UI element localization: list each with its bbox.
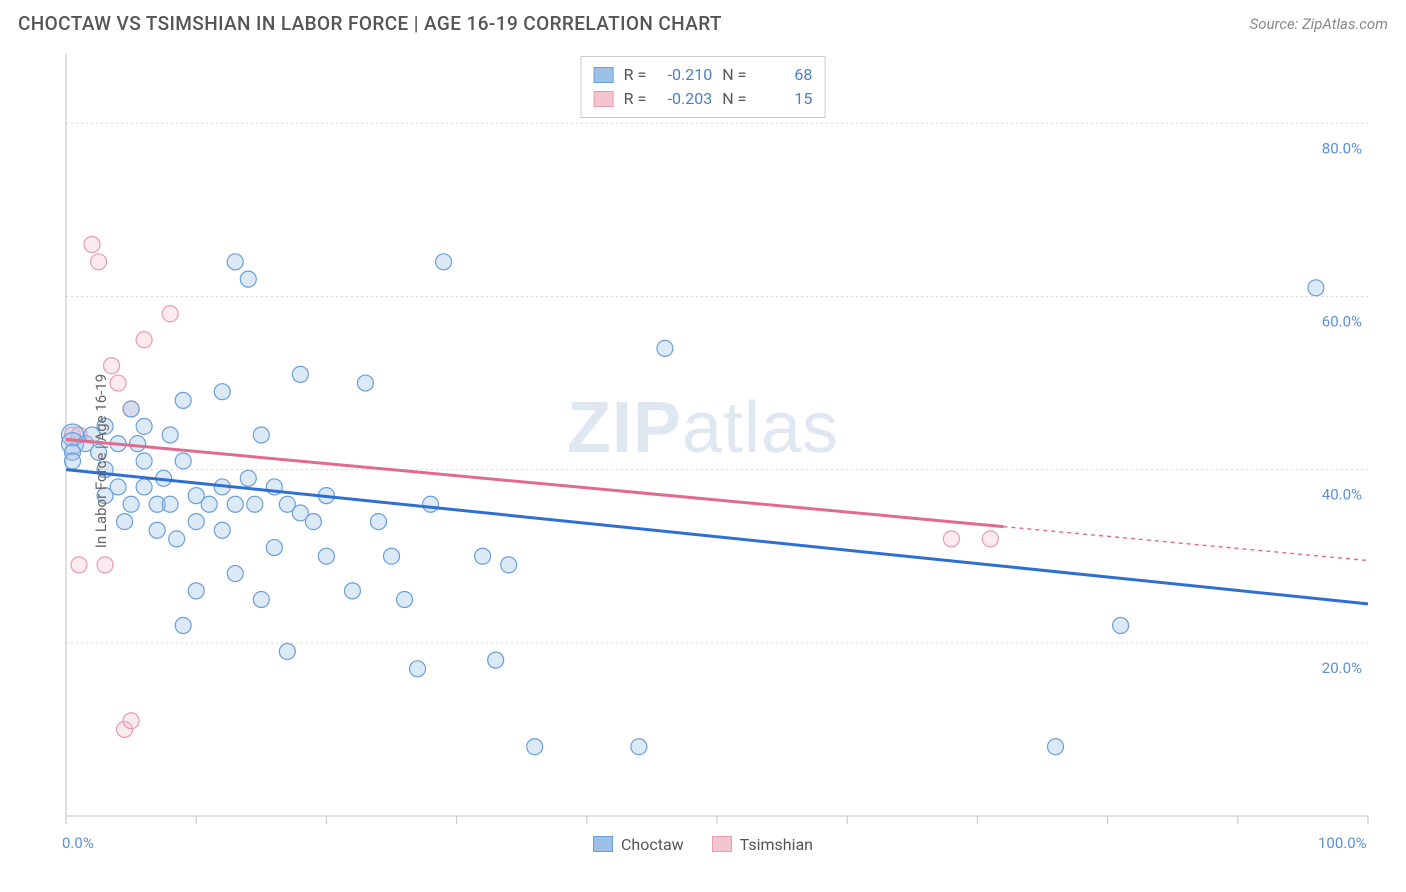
legend-label-choctaw: Choctaw bbox=[621, 835, 684, 854]
correlation-stats-box: R = -0.210 N = 68 R = -0.203 N = 15 bbox=[581, 56, 826, 118]
x-axis-start-label: 0.0% bbox=[62, 834, 94, 852]
svg-text:60.0%: 60.0% bbox=[1322, 312, 1362, 330]
chart-area: In Labor Force | Age 16-19 ZIPatlas 20.0… bbox=[18, 48, 1388, 874]
n-label: N = bbox=[722, 87, 746, 111]
chart-title: CHOCTAW VS TSIMSHIAN IN LABOR FORCE | AG… bbox=[18, 12, 722, 35]
legend-label-tsimshian: Tsimshian bbox=[740, 835, 813, 854]
chart-source: Source: ZipAtlas.com bbox=[1250, 15, 1388, 33]
stats-row-choctaw: R = -0.210 N = 68 bbox=[594, 63, 813, 87]
y-axis-label: In Labor Force | Age 16-19 bbox=[92, 374, 110, 548]
legend-swatch-choctaw bbox=[593, 836, 613, 852]
x-axis-end-label: 100.0% bbox=[1318, 834, 1367, 852]
r-value-choctaw: -0.210 bbox=[656, 63, 712, 87]
r-value-tsimshian: -0.203 bbox=[656, 87, 712, 111]
svg-text:40.0%: 40.0% bbox=[1322, 486, 1362, 504]
svg-text:80.0%: 80.0% bbox=[1322, 139, 1362, 157]
chart-header: CHOCTAW VS TSIMSHIAN IN LABOR FORCE | AG… bbox=[0, 0, 1406, 43]
series-legend: Choctaw Tsimshian bbox=[593, 835, 813, 854]
n-label: N = bbox=[722, 63, 746, 87]
r-label: R = bbox=[624, 63, 647, 87]
svg-text:20.0%: 20.0% bbox=[1322, 659, 1362, 677]
legend-swatch-tsimshian bbox=[712, 836, 732, 852]
n-value-choctaw: 68 bbox=[756, 63, 812, 87]
n-value-tsimshian: 15 bbox=[756, 87, 812, 111]
legend-item-choctaw: Choctaw bbox=[593, 835, 684, 854]
r-label: R = bbox=[624, 87, 647, 111]
scatter-plot: 20.0% 40.0% 60.0% 80.0% bbox=[18, 48, 1388, 874]
stats-row-tsimshian: R = -0.203 N = 15 bbox=[594, 87, 813, 111]
stats-swatch-tsimshian bbox=[594, 91, 614, 107]
stats-swatch-choctaw bbox=[594, 67, 614, 83]
legend-item-tsimshian: Tsimshian bbox=[712, 835, 813, 854]
